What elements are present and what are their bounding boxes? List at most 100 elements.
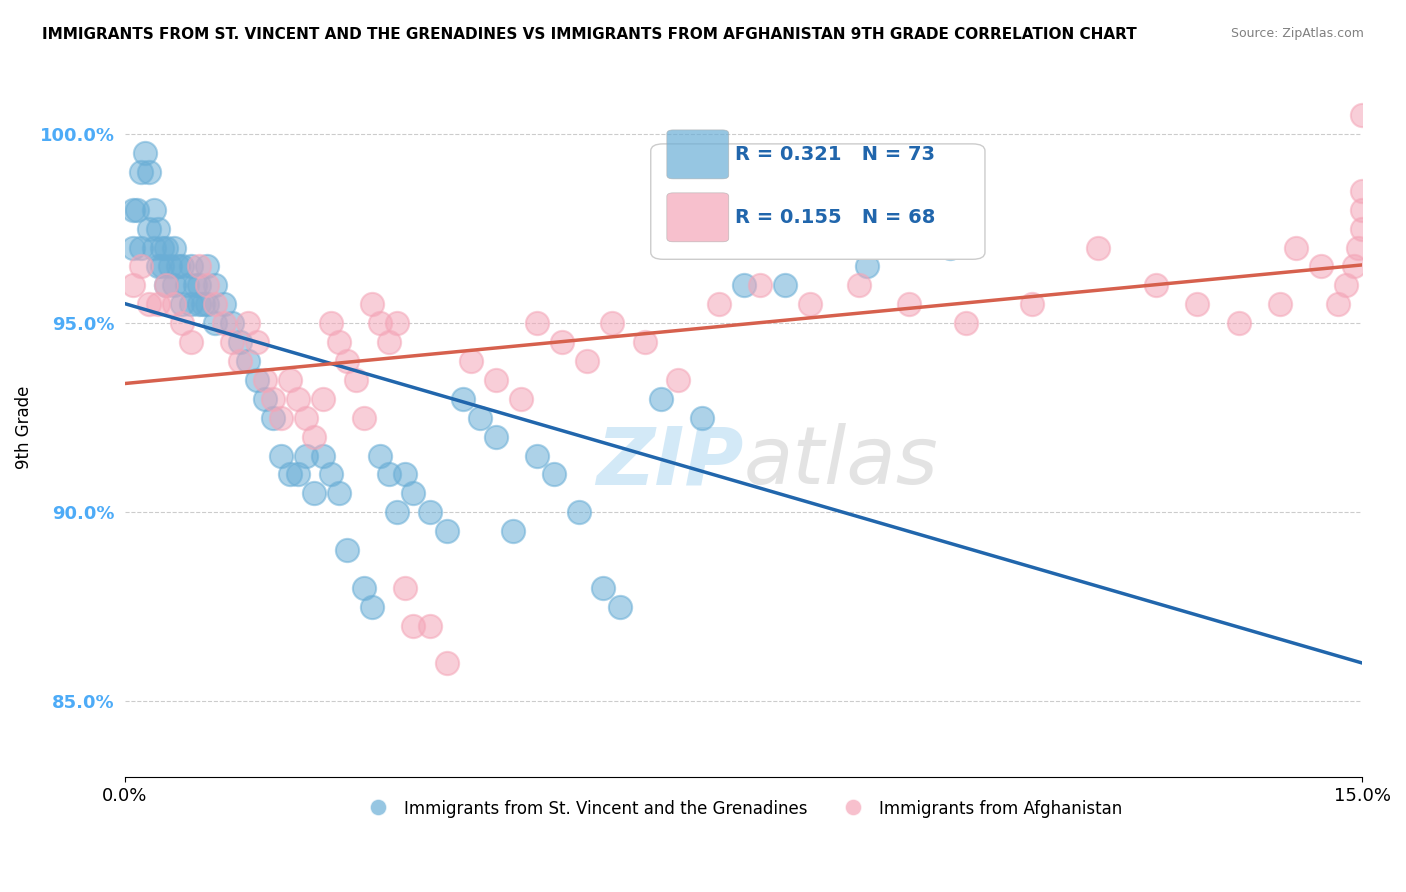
- Point: [955, 316, 977, 330]
- Point: [526, 449, 548, 463]
- Point: [287, 467, 309, 482]
- Point: [146, 260, 169, 274]
- Point: [187, 260, 209, 274]
- Point: [650, 392, 672, 406]
- Point: [212, 297, 235, 311]
- Point: [163, 278, 186, 293]
- Point: [419, 505, 441, 519]
- Point: [287, 392, 309, 406]
- Point: [509, 392, 531, 406]
- Point: [707, 297, 730, 311]
- Y-axis label: 9th Grade: 9th Grade: [15, 385, 32, 469]
- Point: [138, 221, 160, 235]
- Point: [1351, 221, 1374, 235]
- Point: [312, 392, 335, 406]
- Point: [1310, 260, 1333, 274]
- Point: [312, 449, 335, 463]
- Point: [122, 241, 145, 255]
- Point: [1343, 260, 1365, 274]
- Point: [543, 467, 565, 482]
- Point: [184, 278, 207, 293]
- Point: [212, 316, 235, 330]
- Point: [304, 486, 326, 500]
- Point: [592, 581, 614, 595]
- Point: [146, 221, 169, 235]
- Point: [163, 241, 186, 255]
- Point: [122, 202, 145, 217]
- Point: [402, 618, 425, 632]
- Point: [155, 278, 177, 293]
- Point: [172, 260, 194, 274]
- Text: Source: ZipAtlas.com: Source: ZipAtlas.com: [1230, 27, 1364, 40]
- Point: [150, 260, 173, 274]
- Point: [485, 429, 508, 443]
- Point: [142, 241, 165, 255]
- Point: [353, 410, 375, 425]
- Point: [138, 297, 160, 311]
- Point: [1144, 278, 1167, 293]
- Point: [336, 543, 359, 558]
- Point: [195, 260, 218, 274]
- Point: [304, 429, 326, 443]
- Point: [377, 335, 399, 350]
- Point: [229, 354, 252, 368]
- Point: [1326, 297, 1348, 311]
- Text: IMMIGRANTS FROM ST. VINCENT AND THE GRENADINES VS IMMIGRANTS FROM AFGHANISTAN 9T: IMMIGRANTS FROM ST. VINCENT AND THE GREN…: [42, 27, 1137, 42]
- Point: [246, 373, 269, 387]
- Point: [485, 373, 508, 387]
- Point: [180, 335, 202, 350]
- Text: R = 0.321   N = 73: R = 0.321 N = 73: [735, 145, 935, 164]
- Point: [150, 241, 173, 255]
- Point: [270, 410, 292, 425]
- Point: [1334, 278, 1357, 293]
- Point: [278, 467, 301, 482]
- Point: [278, 373, 301, 387]
- Point: [344, 373, 367, 387]
- Point: [129, 165, 152, 179]
- Point: [319, 316, 342, 330]
- FancyBboxPatch shape: [666, 193, 728, 242]
- Point: [394, 581, 416, 595]
- Point: [253, 392, 276, 406]
- Point: [575, 354, 598, 368]
- Point: [402, 486, 425, 500]
- Point: [609, 599, 631, 614]
- Point: [385, 505, 408, 519]
- Point: [1285, 241, 1308, 255]
- Point: [468, 410, 491, 425]
- Point: [692, 410, 714, 425]
- Point: [377, 467, 399, 482]
- Point: [195, 278, 218, 293]
- Point: [460, 354, 482, 368]
- Point: [204, 297, 226, 311]
- Point: [1351, 202, 1374, 217]
- Point: [176, 278, 198, 293]
- Point: [733, 278, 755, 293]
- Point: [370, 316, 392, 330]
- Point: [1021, 297, 1043, 311]
- Point: [187, 278, 209, 293]
- Point: [167, 260, 190, 274]
- Text: ZIP: ZIP: [596, 423, 744, 501]
- Point: [436, 524, 458, 538]
- Point: [385, 316, 408, 330]
- Point: [129, 241, 152, 255]
- Point: [1351, 184, 1374, 198]
- Point: [238, 316, 260, 330]
- Point: [295, 410, 318, 425]
- Point: [204, 278, 226, 293]
- Point: [295, 449, 318, 463]
- Point: [138, 165, 160, 179]
- Point: [600, 316, 623, 330]
- FancyBboxPatch shape: [666, 130, 728, 179]
- Point: [1087, 241, 1109, 255]
- Point: [370, 449, 392, 463]
- Point: [246, 335, 269, 350]
- Point: [1187, 297, 1209, 311]
- Point: [419, 618, 441, 632]
- Point: [939, 241, 962, 255]
- Text: R = 0.155   N = 68: R = 0.155 N = 68: [735, 208, 935, 227]
- Point: [773, 278, 796, 293]
- Point: [262, 392, 284, 406]
- Point: [394, 467, 416, 482]
